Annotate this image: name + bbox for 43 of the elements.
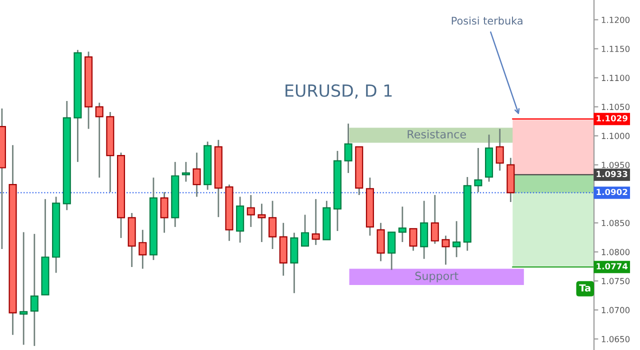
candlestick xyxy=(398,206,406,243)
ref-line-label: 1.1029 xyxy=(596,115,628,122)
candlestick xyxy=(496,128,504,172)
annotation: Ta xyxy=(579,284,590,292)
y-tick-label: 1.0750 xyxy=(602,278,630,284)
y-tick-label: 1.1100 xyxy=(602,74,630,82)
candlestick xyxy=(388,231,396,271)
candlestick xyxy=(474,147,482,193)
candlestick xyxy=(409,228,418,252)
candlestick xyxy=(376,222,385,262)
band-label: Resistance xyxy=(408,130,466,138)
band-label: Support xyxy=(415,272,458,282)
candlestick xyxy=(300,214,310,247)
candlestick xyxy=(182,161,190,182)
candlestick xyxy=(442,234,450,266)
candlestick xyxy=(430,194,439,244)
annotation: Posisi terbuka xyxy=(452,16,522,25)
candlestick xyxy=(138,229,147,270)
candlestick xyxy=(160,191,168,234)
candlestick xyxy=(312,198,320,246)
y-tick-label: 1.0950 xyxy=(602,162,630,168)
candlestick xyxy=(30,233,38,347)
candlestick xyxy=(452,220,461,258)
candlestick xyxy=(258,203,266,243)
y-tick-label: 1.0650 xyxy=(602,336,630,342)
candlestick xyxy=(246,194,255,228)
candlestick xyxy=(344,122,352,174)
candlestick xyxy=(268,200,277,250)
y-tick-label: 1.1000 xyxy=(602,132,630,140)
candlestick xyxy=(95,102,104,178)
ref-line-label: 1.0774 xyxy=(596,263,628,270)
candlestick xyxy=(192,152,201,198)
y-tick-label: 1.0800 xyxy=(602,248,630,256)
y-tick-label: 1.1150 xyxy=(602,46,630,52)
y-tick-label: 1.1050 xyxy=(602,104,630,110)
y-tick-label: 1.0700 xyxy=(602,306,630,314)
text: EURUSD, D 1 xyxy=(286,84,392,99)
y-tick-label: 1.1200 xyxy=(602,16,630,24)
ref-line-label: 1.0902 xyxy=(596,188,628,196)
candlestick xyxy=(420,200,428,260)
candlestick xyxy=(20,231,28,346)
y-tick-label: 1.0850 xyxy=(602,220,630,226)
ref-line-label: 1.0933 xyxy=(596,170,628,178)
